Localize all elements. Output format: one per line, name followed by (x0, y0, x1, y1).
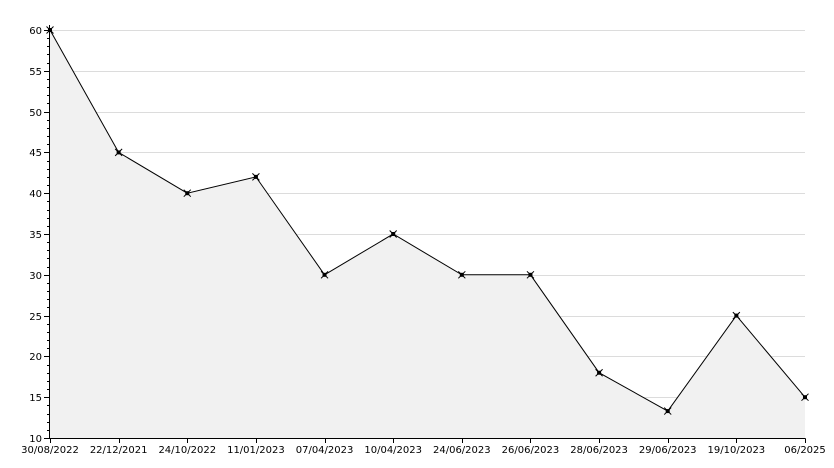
label-layer: 10 15 20 25 30 35 40 45 50 55 60 30/08/2022 22/12/20… (21, 26, 826, 456)
data-point (526, 270, 535, 279)
y-tick-label: 10 (29, 434, 42, 445)
data-point (320, 270, 329, 279)
data-point-diag (252, 173, 260, 181)
x-tick-label: 07/04/2023 (296, 445, 354, 456)
line-layer (49, 29, 806, 412)
data-point (457, 270, 466, 279)
y-tick-label: 35 (29, 230, 42, 241)
data-point (114, 148, 123, 157)
data-point-diag (595, 368, 603, 377)
data-point-diag (732, 311, 741, 320)
y-tick-label: 30 (29, 271, 42, 282)
y-tick-label: 55 (29, 67, 42, 78)
x-tick-label: 22/12/2021 (90, 445, 148, 456)
data-point (801, 393, 809, 402)
area-layer (50, 30, 805, 438)
y-tick-label: 20 (29, 352, 42, 363)
y-tick-label: 60 (29, 26, 42, 37)
x-tick-label: 10/04/2023 (364, 445, 422, 456)
data-point-diag (114, 148, 123, 157)
y-tick-label: 45 (29, 148, 42, 159)
data-point (389, 230, 398, 238)
y-tick-label: 40 (29, 189, 42, 200)
series-line (49, 29, 806, 412)
data-point (595, 368, 603, 377)
data-point (183, 189, 192, 198)
marker-layer (46, 26, 809, 415)
x-tick-label: 29/06/2023 (639, 445, 697, 456)
data-point (252, 173, 260, 181)
y-tick-label: 15 (29, 393, 42, 404)
data-point-diag (526, 270, 535, 279)
x-tick-label: 11/01/2023 (227, 445, 285, 456)
data-point-diag (801, 393, 809, 402)
data-point-diag (663, 407, 672, 415)
data-point-diag (320, 270, 329, 279)
data-point (46, 26, 54, 34)
axes-layer (44, 25, 806, 443)
data-point-diag (389, 230, 398, 238)
data-point (732, 311, 741, 320)
x-tick-label: 30/08/2022 (21, 445, 79, 456)
data-point-diag (183, 189, 192, 198)
x-tick-label: 26/06/2023 (502, 445, 560, 456)
x-tick-label: 19/10/2023 (708, 445, 766, 456)
y-tick-label: 25 (29, 312, 42, 323)
x-tick-label: 28/06/2023 (570, 445, 628, 456)
data-point-diag (46, 26, 54, 34)
series-area (50, 30, 805, 438)
x-tick-label: 06/2025 (784, 445, 826, 456)
data-point (663, 407, 672, 415)
x-tick-label: 24/10/2022 (158, 445, 216, 456)
y-tick-label: 50 (29, 108, 42, 119)
x-tick-label: 24/06/2023 (433, 445, 491, 456)
data-point-diag (457, 270, 466, 279)
